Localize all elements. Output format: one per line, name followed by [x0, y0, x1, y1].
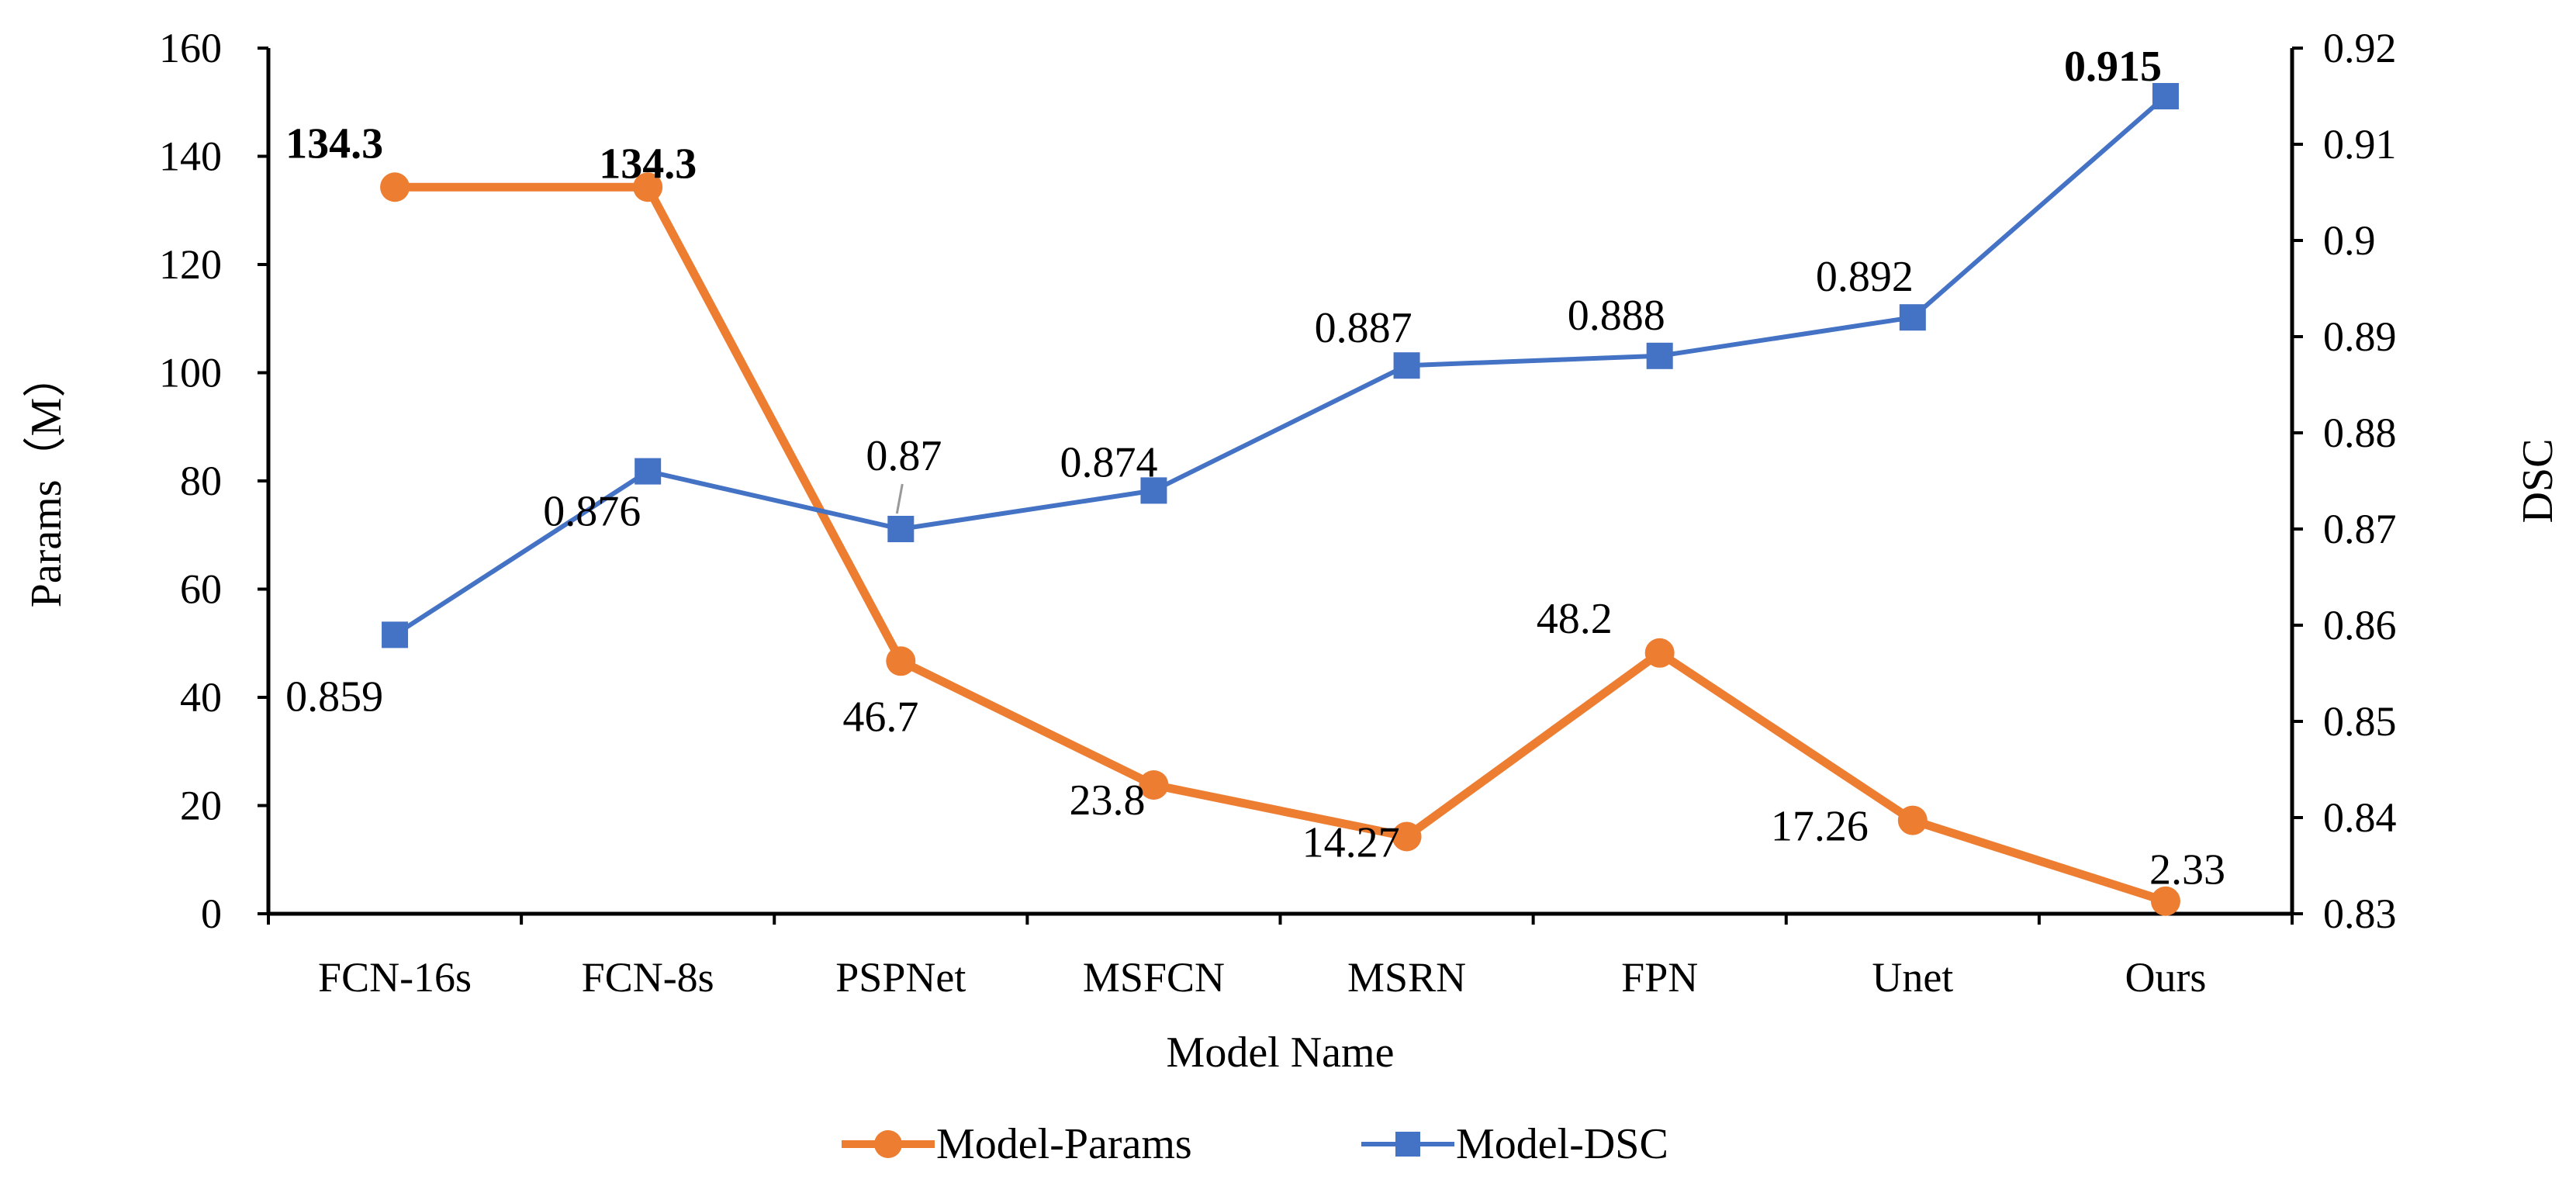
model-params-point — [1897, 805, 1928, 835]
model-params-data-label: 134.3 — [285, 119, 383, 168]
left-tick-label: 80 — [180, 458, 222, 504]
model-dsc-data-label: 0.87 — [866, 432, 942, 480]
x-category-label: MSFCN — [1083, 954, 1225, 1001]
model-params-legend-label: Model-Params — [936, 1120, 1192, 1168]
right-tick-label: 0.85 — [2323, 698, 2397, 745]
model-params-legend-marker — [874, 1130, 902, 1158]
model-dsc-point — [887, 516, 915, 542]
left-tick-label: 100 — [159, 350, 222, 396]
model-params-data-label: 23.8 — [1069, 776, 1145, 825]
model-dsc-data-label: 0.915 — [2064, 43, 2162, 91]
model-dsc-data-label: 0.874 — [1060, 438, 1157, 486]
model-dsc-point — [1140, 477, 1167, 504]
model-params-data-label: 46.7 — [842, 693, 918, 741]
axes: 0 20 40 60 80 100 120 140 160 0.83 0.84 0.85 0.86 0.8… — [22, 25, 2562, 1077]
model-params-data-label: 14.27 — [1302, 818, 1400, 866]
model-params-line — [395, 182, 2167, 905]
x-category-label: Ours — [2125, 954, 2206, 1001]
model-params-data-label: 134.3 — [599, 140, 697, 188]
right-axis-title: DSC — [2514, 439, 2562, 524]
model-dsc-point — [1899, 304, 1926, 331]
x-category-label: Unet — [1872, 954, 1953, 1001]
x-category-label: FCN-8s — [582, 954, 714, 1001]
model-params-point — [1644, 638, 1675, 668]
left-tick-label: 120 — [159, 241, 222, 288]
model-dsc-data-label: 0.859 — [285, 673, 383, 721]
model-params-data-label: 2.33 — [2149, 846, 2225, 894]
model-dsc-legend-marker — [1395, 1132, 1420, 1157]
right-tick-label: 0.91 — [2323, 121, 2397, 168]
model-dsc-data-label: 0.888 — [1568, 292, 1665, 340]
x-category-label: FCN-16s — [318, 954, 472, 1001]
x-category-label: PSPNet — [835, 954, 966, 1001]
model-dsc-point — [634, 458, 662, 485]
left-axis-title: Params（M） — [22, 354, 71, 608]
left-tick-label: 60 — [180, 566, 222, 613]
right-tick-label: 0.84 — [2323, 794, 2397, 841]
model-params-point — [2150, 886, 2180, 916]
model-dsc-point — [1393, 352, 1420, 379]
model-dsc-data-label: 0.887 — [1315, 304, 1412, 352]
left-tick-label: 0 — [201, 890, 222, 937]
model-params-point — [380, 172, 410, 202]
x-axis-title: Model Name — [1167, 1029, 1395, 1077]
model-dsc-point — [2152, 83, 2179, 109]
model-dsc-data-label: 0.892 — [1816, 253, 1914, 301]
right-tick-label: 0.87 — [2323, 506, 2397, 552]
model-params-point — [633, 172, 663, 202]
model-dsc-line — [393, 94, 2167, 637]
legend: Model-Params Model-DSC — [842, 1120, 1668, 1168]
series — [380, 83, 2180, 916]
left-tick-label: 160 — [159, 25, 222, 71]
model-params-data-label: 17.26 — [1771, 803, 1869, 851]
right-tick-label: 0.83 — [2323, 890, 2397, 937]
model-dsc-point — [382, 621, 409, 648]
model-params-data-label: 48.2 — [1537, 595, 1613, 643]
model-params-point — [1139, 769, 1169, 800]
x-category-label: FPN — [1621, 954, 1698, 1001]
model-params-point — [1392, 821, 1422, 852]
left-tick-label: 40 — [180, 674, 222, 721]
right-tick-label: 0.9 — [2323, 217, 2376, 264]
right-tick-label: 0.88 — [2323, 410, 2397, 456]
right-tick-label: 0.86 — [2323, 602, 2397, 648]
model-params-point — [886, 646, 916, 676]
right-tick-label: 0.89 — [2323, 313, 2397, 360]
right-tick-label: 0.92 — [2323, 25, 2397, 71]
data-labels: 134.3 134.3 46.7 23.8 14.27 48.2 17.26 2.33 0.85… — [285, 43, 2225, 894]
left-tick-label: 140 — [159, 133, 222, 180]
model-dsc-point — [1646, 342, 1673, 369]
data-label-leader-line — [895, 483, 904, 514]
x-category-label: MSRN — [1347, 954, 1466, 1001]
model-dsc-data-label: 0.876 — [543, 488, 641, 536]
model-dsc-legend-label: Model-DSC — [1456, 1120, 1668, 1168]
left-tick-label: 20 — [180, 783, 222, 829]
